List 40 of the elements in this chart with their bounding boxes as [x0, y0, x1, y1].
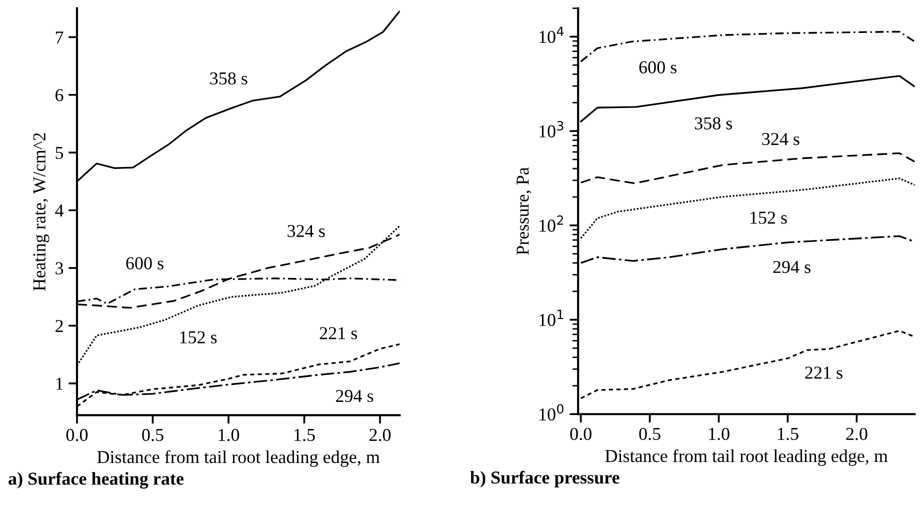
x-tick-label: 1.5 [778, 428, 798, 440]
y-tick-label: 4 [55, 204, 64, 217]
series-label: 221 s [805, 366, 842, 379]
y-tick-label: 10$^{2}$ [540, 215, 563, 232]
x-tick-label: 2.0 [370, 428, 391, 442]
x-tick-label: 0.0 [570, 428, 592, 440]
text: b) Surface pressure [470, 470, 620, 488]
y-tick-label: 5 [56, 146, 64, 159]
y-axis-title: Pressure, Pa [516, 167, 532, 255]
y-tick-label: 6 [56, 89, 64, 102]
x-tick-label: 2.0 [846, 428, 868, 440]
series-label: 324 s [288, 224, 325, 238]
series-label: 152 s [180, 331, 217, 344]
y-tick-label: 3 [56, 262, 64, 274]
series-label: 324 s [762, 133, 800, 146]
series-label: 152 s [750, 212, 787, 224]
y-axis-title: Heating rate, W/cm^2 [33, 133, 50, 291]
series-label: 358 s [694, 117, 732, 130]
x-axis-title: Distance from tail root leading edge, m [605, 449, 888, 466]
x-tick-label: 0.0 [66, 428, 88, 442]
y-tick-label: 10$^{0}$ [540, 404, 564, 421]
series-label: 358 s [210, 72, 248, 85]
y-tick-label: 10$^{4}$ [540, 26, 564, 44]
series-label: 600 s [126, 257, 164, 270]
y-tick-label: 2 [56, 320, 63, 332]
y-tick-label: 10$^{1}$ [540, 310, 564, 326]
x-tick-label: 1.0 [218, 428, 240, 442]
text: a) Surface heating rate [8, 472, 184, 489]
y-tick-label: 10$^{3}$ [540, 120, 564, 138]
series-label: 294 s [336, 390, 374, 402]
x-axis-title: Distance from tail root leading edge, m [97, 450, 380, 467]
x-tick-label: 1.0 [709, 428, 730, 440]
series-label: 221 s [320, 327, 358, 340]
x-tick-label: 1.5 [294, 428, 315, 442]
x-tick-label: 0.5 [142, 428, 164, 442]
x-tick-label: 0.5 [639, 428, 660, 440]
series-label: 294 s [773, 260, 810, 274]
y-tick-label: 1 [56, 378, 63, 390]
series-label: 600 s [639, 61, 677, 74]
y-tick-label: 7 [56, 32, 64, 44]
